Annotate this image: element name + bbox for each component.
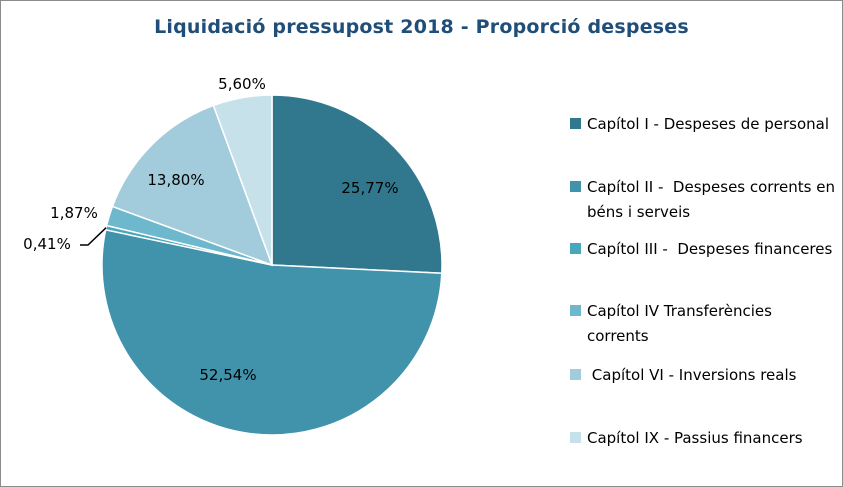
pie-slice-capitol-2 [101,228,443,436]
data-label-capitol-6: 13,80% [147,171,204,189]
data-label-capitol-1: 25,77% [341,179,398,197]
data-label-capitol-9: 5,60% [218,75,266,93]
legend-swatch-capitol-4 [570,305,581,316]
legend-swatch-capitol-6 [570,369,581,380]
pie-slice-capitol-1 [271,94,443,275]
leader-line-capitol-3 [80,227,107,246]
pie-slice-capitol-9 [212,94,273,266]
data-label-capitol-3: 0,41% [23,235,71,253]
chart-title: Liquidació pressupost 2018 - Proporció d… [154,16,689,38]
legend-label-capitol-6: Capítol VI - Inversions reals [587,366,797,384]
legend-label-capitol-2: Capítol II - Despeses corrents en béns i… [587,178,835,221]
data-label-capitol-2: 52,54% [199,366,256,384]
pie-slice-capitol-6 [111,104,274,267]
legend-swatch-capitol-3 [570,243,581,254]
data-label-capitol-4: 1,87% [50,204,98,222]
legend-label-capitol-3: Capítol III - Despeses financeres [587,240,833,258]
legend-swatch-capitol-9 [570,432,581,443]
legend-label-capitol-4: Capítol IV Transferències corrents [587,302,777,345]
legend-swatch-capitol-1 [570,118,581,129]
legend-label-capitol-1: Capítol I - Despeses de personal [587,115,829,133]
legend-swatch-capitol-2 [570,181,581,192]
legend-label-capitol-9: Capítol IX - Passius financers [587,429,803,447]
